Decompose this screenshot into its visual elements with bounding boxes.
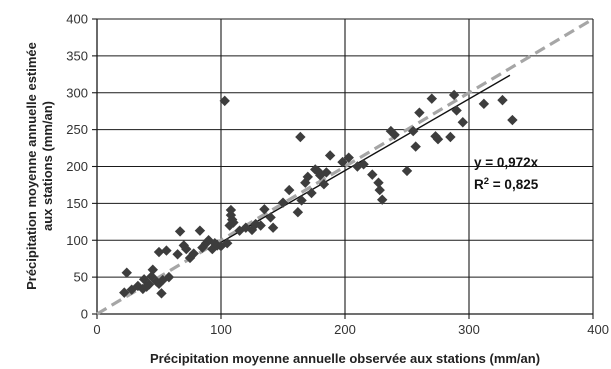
data-point: [337, 156, 348, 168]
data-point: [358, 159, 369, 170]
data-point: [373, 177, 384, 188]
grid: [97, 18, 594, 314]
data-point: [147, 264, 158, 275]
trendline: [220, 74, 511, 243]
data-point: [408, 125, 419, 137]
y-tick-label: 250: [66, 122, 88, 137]
x-tick-label: 300: [458, 322, 480, 337]
y-tick-label: 200: [66, 159, 88, 174]
data-point: [174, 226, 186, 237]
data-point: [224, 220, 235, 231]
data-point: [374, 184, 385, 196]
y-tick-label: 150: [66, 196, 88, 211]
trendline-equation: y = 0,972x: [474, 155, 539, 170]
data-point: [156, 288, 167, 299]
r-squared-value: = 0,825: [489, 177, 539, 192]
data-point: [172, 249, 183, 260]
data-point: [219, 95, 230, 107]
data-point: [367, 169, 378, 180]
y-tick-label: 300: [66, 85, 88, 100]
data-point: [153, 278, 165, 289]
y-axis-title-line-1: Précipitation moyenne annuelle estimée: [24, 42, 39, 290]
data-point: [184, 252, 196, 264]
data-point: [188, 248, 199, 259]
data-point: [318, 179, 330, 190]
data-point: [292, 207, 304, 218]
r-squared-superscript: 2: [484, 176, 489, 187]
data-point: [324, 150, 336, 161]
data-point: [321, 167, 332, 178]
x-tick-label: 400: [587, 322, 609, 337]
data-point: [426, 93, 437, 104]
data-points: [119, 89, 518, 299]
r-squared-label: R2 = 0,825: [474, 176, 539, 192]
data-point: [414, 107, 425, 118]
x-tick-label: 200: [334, 322, 356, 337]
data-point: [389, 129, 400, 140]
tick-labels: 0 50 100 150 200 250 300 350 400 0 100 200 300 400: [66, 12, 609, 338]
data-point: [284, 184, 295, 196]
identity-line: [96, 17, 594, 316]
data-point: [457, 117, 468, 128]
data-point: [451, 105, 462, 116]
data-point: [255, 220, 266, 231]
data-point: [296, 195, 307, 206]
data-point: [401, 165, 413, 177]
y-tick-label: 100: [66, 233, 88, 248]
data-point: [267, 222, 279, 233]
data-point: [445, 131, 456, 143]
r-squared-prefix: R: [474, 177, 484, 192]
data-point: [306, 187, 317, 199]
x-tick-label: 0: [93, 322, 100, 337]
data-point: [157, 274, 168, 286]
data-point: [352, 161, 363, 172]
x-tick-label: 100: [210, 322, 232, 337]
data-point: [228, 217, 239, 228]
data-point: [507, 114, 518, 126]
x-axis-title: Précipitation moyenne annuelle observée …: [150, 351, 540, 366]
data-point: [222, 238, 233, 249]
data-point: [295, 131, 306, 143]
data-point: [432, 134, 444, 145]
y-tick-label: 50: [74, 270, 88, 285]
data-point: [497, 94, 508, 106]
data-point: [121, 267, 132, 278]
data-point: [259, 204, 270, 215]
axes: [92, 18, 594, 319]
data-point: [478, 98, 490, 110]
data-point: [181, 243, 192, 255]
y-tick-label: 400: [66, 12, 88, 27]
data-point: [153, 246, 165, 258]
data-point: [161, 245, 172, 256]
data-point: [410, 141, 421, 152]
data-point: [163, 271, 175, 283]
data-point: [277, 197, 289, 208]
data-point: [448, 89, 460, 101]
y-axis-title-line-2: aux stations (mm/an): [40, 101, 55, 231]
data-point: [197, 242, 208, 253]
data-point: [377, 194, 388, 205]
data-point: [343, 152, 354, 163]
data-point: [265, 212, 276, 223]
data-point: [194, 225, 206, 236]
data-point: [302, 171, 313, 183]
y-tick-label: 0: [81, 307, 88, 322]
y-tick-label: 350: [66, 48, 88, 63]
